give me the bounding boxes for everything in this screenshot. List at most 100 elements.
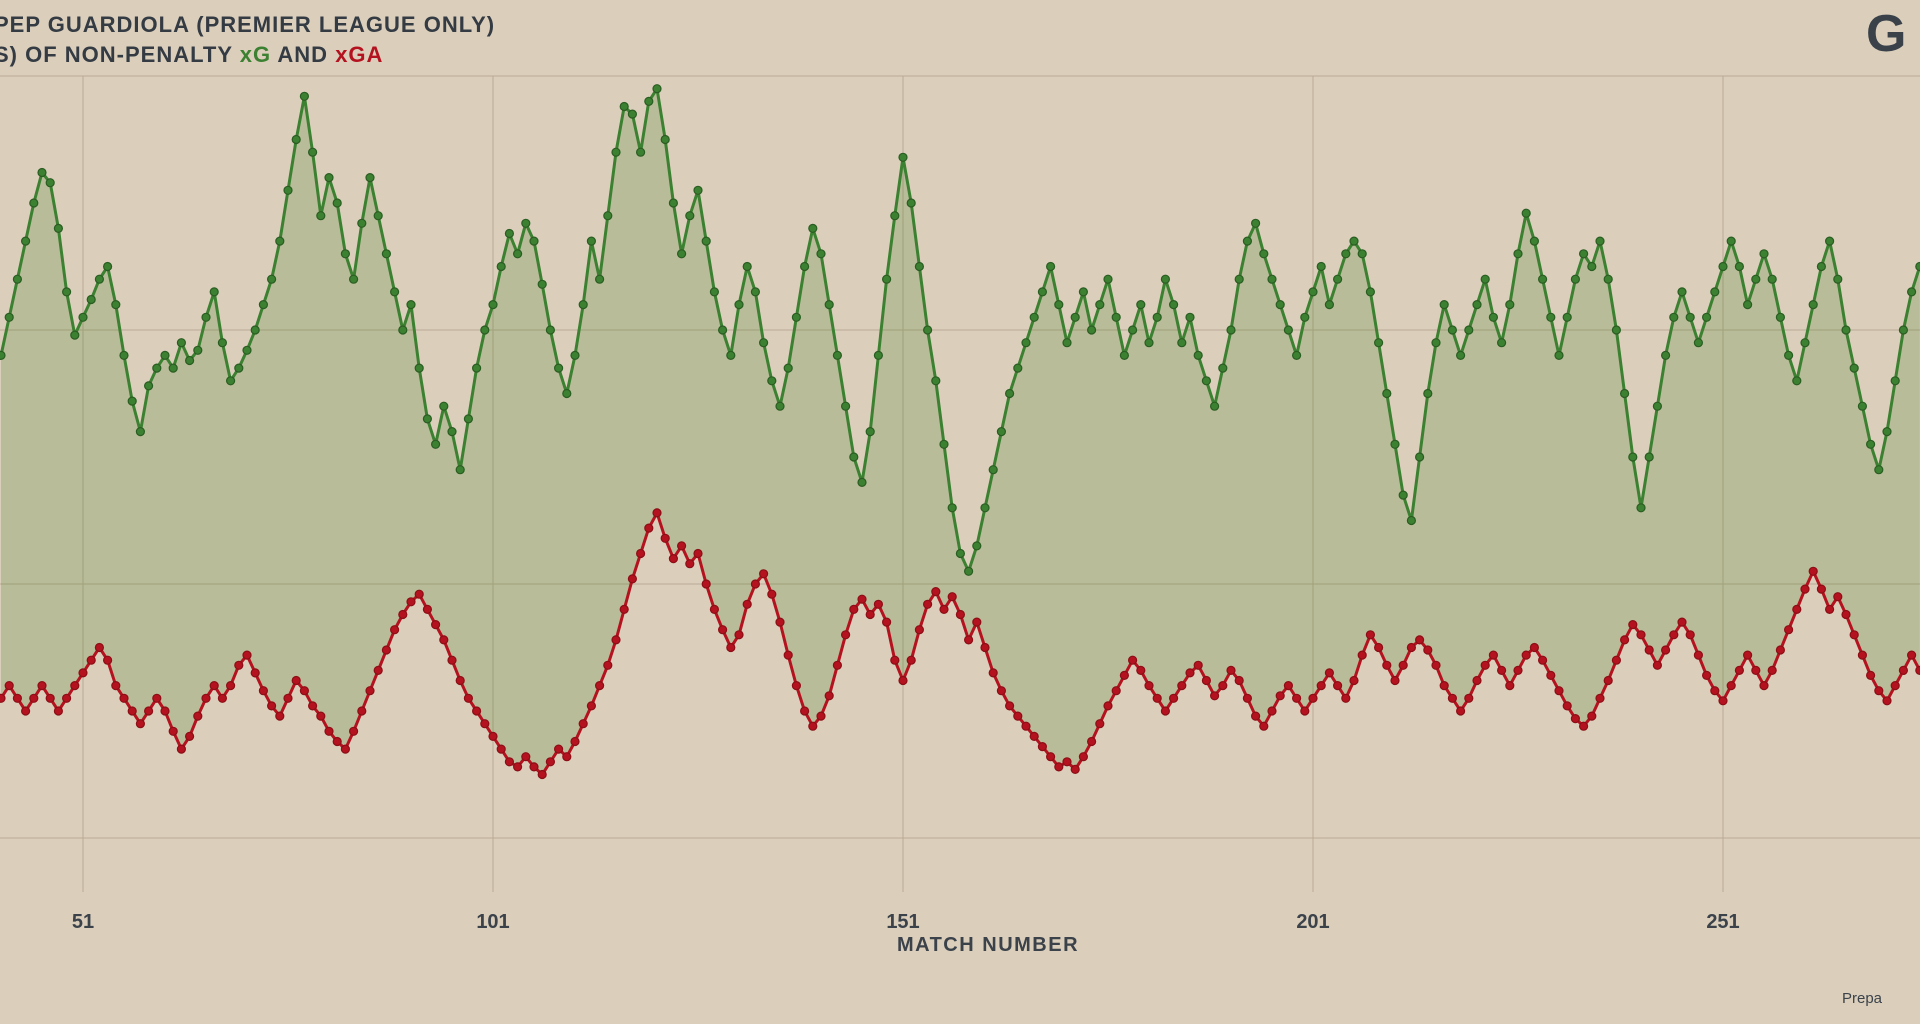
xga-marker [1086, 736, 1097, 747]
xga-marker [1300, 706, 1310, 716]
xga-marker [1037, 741, 1048, 752]
xga-marker [365, 686, 375, 696]
xg-marker [226, 376, 236, 386]
xg-marker [1300, 312, 1310, 322]
xg-marker [308, 147, 318, 157]
xga-marker [1874, 686, 1884, 696]
xg-marker [890, 211, 900, 221]
xga-marker [1800, 584, 1810, 594]
xg-marker [1710, 287, 1720, 297]
xg-marker [537, 279, 547, 289]
xg-marker [127, 396, 137, 406]
xga-marker [1816, 584, 1827, 594]
xga-marker [521, 752, 531, 762]
xg-marker [390, 287, 400, 297]
xg-marker [472, 363, 482, 373]
xga-marker [840, 630, 851, 640]
xg-marker [398, 325, 408, 335]
xg-marker [414, 363, 424, 373]
xg-marker [1168, 300, 1179, 310]
xg-marker [1488, 312, 1499, 322]
xga-marker [1267, 706, 1277, 716]
xga-marker [635, 548, 646, 559]
xg-marker [1882, 427, 1892, 437]
xg-marker [955, 548, 966, 559]
xga-marker [1324, 668, 1335, 678]
xg-marker [1382, 388, 1392, 399]
xg-marker [1628, 452, 1638, 462]
xga-marker [209, 680, 219, 691]
xg-marker [86, 294, 96, 305]
xg-marker [193, 345, 203, 355]
xga-marker [1226, 665, 1236, 676]
xga-marker [980, 642, 990, 653]
xg-marker [1890, 376, 1900, 386]
xg-marker [1759, 249, 1769, 259]
xg-marker [791, 312, 802, 322]
xga-marker [1759, 680, 1769, 691]
xga-marker [283, 693, 293, 703]
xg-marker [1636, 503, 1646, 513]
xg-marker [135, 427, 145, 437]
xg-marker [808, 223, 818, 233]
xga-marker [1406, 642, 1417, 653]
xga-marker [767, 589, 777, 599]
xg-marker [594, 274, 605, 284]
title-xg: xG [239, 42, 272, 67]
xga-marker [1431, 660, 1441, 670]
xg-marker [1455, 350, 1466, 360]
xga-marker [1234, 675, 1244, 686]
x-tick-label: 251 [1706, 911, 1739, 933]
xg-marker [1611, 325, 1622, 335]
xga-marker [1701, 670, 1712, 681]
xg-marker [1767, 274, 1777, 284]
xga-marker [742, 599, 752, 609]
xg-marker [1783, 350, 1794, 360]
xga-marker [1619, 635, 1630, 645]
xg-marker [61, 287, 72, 297]
xga-marker [1915, 665, 1920, 675]
xga-marker [242, 650, 252, 660]
xg-marker [1324, 300, 1335, 310]
xga-marker [29, 693, 39, 703]
xga-marker [21, 706, 31, 716]
xga-marker [1554, 686, 1564, 696]
xg-marker [758, 338, 769, 348]
xga-marker [1824, 604, 1835, 615]
xga-marker [586, 701, 597, 711]
xga-marker [791, 680, 802, 691]
xga-marker [578, 719, 588, 729]
xg-marker [1742, 300, 1753, 310]
xga-marker [316, 711, 326, 721]
xga-marker [135, 719, 145, 729]
xga-marker [447, 655, 457, 665]
xga-marker [1185, 668, 1195, 678]
xg-marker [603, 211, 613, 221]
xg-marker [578, 300, 588, 310]
xga-marker [1537, 655, 1548, 665]
xga-marker [906, 655, 916, 665]
xga-marker [1439, 680, 1449, 691]
xg-marker [1013, 363, 1023, 373]
xg-marker [299, 91, 309, 101]
xga-marker [922, 599, 933, 609]
xg-marker [1332, 274, 1343, 284]
xg-marker [1193, 350, 1203, 360]
xga-marker [1201, 675, 1212, 686]
logo-g: G [1866, 5, 1907, 63]
xg-marker [1341, 249, 1351, 259]
xga-marker [1455, 706, 1466, 716]
xg-marker [1898, 325, 1909, 335]
xga-marker [963, 635, 974, 645]
xga-marker [1111, 686, 1121, 696]
xg-marker [160, 350, 170, 360]
xg-marker [1472, 300, 1482, 310]
xga-marker [545, 757, 556, 767]
xg-marker [1250, 218, 1261, 228]
xg-marker [1537, 274, 1548, 284]
xga-marker [734, 630, 744, 640]
xga-marker [1898, 665, 1909, 676]
xga-marker [1742, 650, 1753, 660]
xga-marker [1783, 625, 1794, 635]
xga-marker [504, 757, 514, 767]
